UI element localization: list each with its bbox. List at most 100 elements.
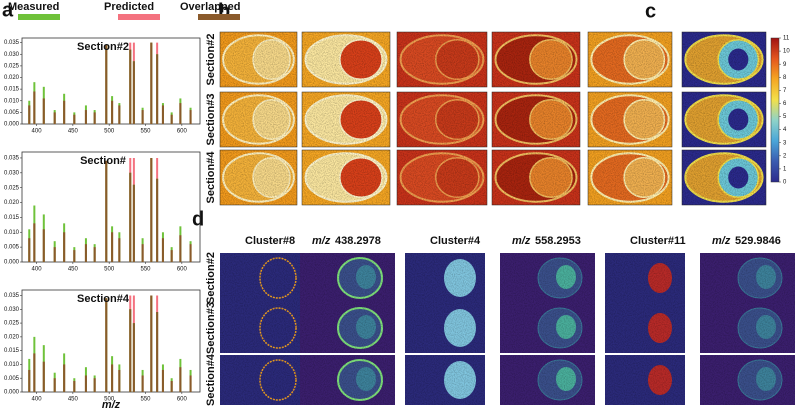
section-texture <box>397 92 487 147</box>
cluster-texture <box>220 253 300 303</box>
y-tick-label: 0.000 <box>4 390 20 396</box>
y-tick-label: 0.005 <box>4 110 20 116</box>
cluster-header: Cluster#11 <box>630 235 686 247</box>
section-texture <box>220 150 297 205</box>
cluster-texture <box>220 303 300 353</box>
cluster-header: Cluster#4 <box>430 235 481 247</box>
y-tick-label: 0.035 <box>4 156 20 162</box>
chart-title: Section#2 <box>77 41 129 53</box>
ion-texture <box>300 355 395 405</box>
section-texture <box>302 150 390 205</box>
y-tick-label: 0.030 <box>4 170 20 176</box>
colorbar-tick-label: 7 <box>783 88 787 94</box>
y-tick-label: 0.015 <box>4 348 20 354</box>
plot-frame <box>21 289 201 393</box>
y-tick-label: 0.005 <box>4 245 20 251</box>
x-tick-label: 400 <box>32 129 43 135</box>
panel-label: c <box>645 0 656 22</box>
mz-italic: m/z <box>512 235 531 247</box>
y-tick-label: 0.020 <box>4 334 20 340</box>
section-texture <box>302 92 390 147</box>
chart-title: Section# <box>80 155 126 167</box>
y-tick-label: 0.020 <box>4 200 20 206</box>
y-tick-label: 0.015 <box>4 215 20 221</box>
cluster-texture <box>605 303 685 353</box>
x-tick-label: 600 <box>177 267 188 273</box>
colorbar-tick-label: 6 <box>783 101 787 107</box>
x-tick-label: 550 <box>141 267 152 273</box>
colorbar-tick-label: 8 <box>783 75 787 81</box>
row-label: Section#4 <box>205 151 217 204</box>
x-tick-label: 500 <box>104 397 115 403</box>
row-label: Section#3 <box>205 94 217 146</box>
legend-swatch <box>118 14 160 20</box>
mz-italic: m/z <box>712 235 731 247</box>
y-tick-label: 0.035 <box>4 40 20 46</box>
panel-label: a <box>2 0 14 21</box>
x-axis-label: m/z <box>102 399 121 411</box>
y-tick-label: 0.030 <box>4 307 20 313</box>
colorbar <box>770 37 780 183</box>
cluster-texture <box>405 253 485 303</box>
y-tick-label: 0.025 <box>4 321 20 327</box>
section-texture <box>220 32 297 87</box>
legend-label: Predicted <box>104 1 154 13</box>
row-label: Section#4 <box>205 353 217 406</box>
y-tick-label: 0.035 <box>4 293 20 299</box>
section-texture <box>492 32 580 87</box>
row-label: Section#2 <box>205 252 217 304</box>
section-texture <box>588 150 672 205</box>
chart-title: Section#4 <box>77 293 130 305</box>
section-texture <box>682 32 766 87</box>
y-tick-label: 0.015 <box>4 87 20 93</box>
y-tick-label: 0.010 <box>4 230 20 236</box>
legend-label: Overlapped <box>180 1 241 13</box>
cluster-texture <box>220 355 300 405</box>
colorbar-tick-label: 11 <box>783 36 790 42</box>
ion-texture <box>700 303 795 353</box>
mz-italic: m/z <box>312 235 331 247</box>
y-tick-label: 0.025 <box>4 185 20 191</box>
legend-label: Measured <box>8 1 59 13</box>
cluster-texture <box>605 355 685 405</box>
section-texture <box>220 92 297 147</box>
colorbar-tick-label: 1 <box>783 166 787 172</box>
x-tick-label: 450 <box>68 397 79 403</box>
section-texture <box>588 92 672 147</box>
y-tick-label: 0.030 <box>4 52 20 58</box>
section-texture <box>682 92 766 147</box>
section-texture <box>492 92 580 147</box>
colorbar-tick-label: 10 <box>783 49 790 55</box>
cluster-header: Cluster#8 <box>245 235 295 247</box>
ion-texture <box>700 253 795 303</box>
y-tick-label: 0.000 <box>4 260 20 266</box>
colorbar-tick-label: 4 <box>783 127 787 133</box>
ion-texture <box>300 253 395 303</box>
ion-texture <box>300 303 395 353</box>
plot-frame <box>21 151 201 263</box>
ion-texture <box>700 355 795 405</box>
x-tick-label: 550 <box>141 129 152 135</box>
x-tick-label: 550 <box>141 397 152 403</box>
section-texture <box>588 32 672 87</box>
legend-swatch <box>18 14 60 20</box>
y-tick-label: 0.010 <box>4 362 20 368</box>
section-texture <box>397 150 487 205</box>
x-tick-label: 450 <box>68 129 79 135</box>
x-tick-label: 600 <box>177 129 188 135</box>
ion-texture <box>500 303 595 353</box>
section-texture <box>682 150 766 205</box>
mz-value: 438.2978 <box>335 235 381 247</box>
cluster-texture <box>605 253 685 303</box>
mz-value: 529.9846 <box>735 235 781 247</box>
x-tick-label: 600 <box>177 397 188 403</box>
section-texture <box>397 32 487 87</box>
colorbar-tick-label: 0 <box>783 180 787 186</box>
colorbar-tick-label: 5 <box>783 114 787 120</box>
legend-swatch <box>198 14 240 20</box>
y-tick-label: 0.020 <box>4 75 20 81</box>
x-tick-label: 400 <box>32 267 43 273</box>
panel-label: d <box>192 208 204 230</box>
x-tick-label: 400 <box>32 397 43 403</box>
